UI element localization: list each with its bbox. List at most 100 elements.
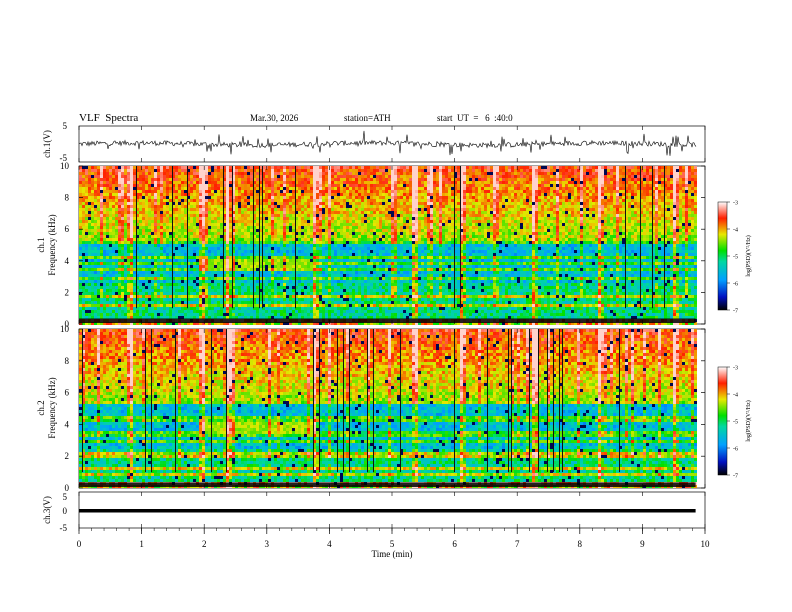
- spectrogram-cell: [280, 175, 283, 178]
- spectrogram-cell: [277, 304, 280, 307]
- spectrogram-cell: [331, 274, 334, 277]
- spectrogram-cell: [334, 241, 337, 244]
- spectrogram-cell: [274, 259, 277, 262]
- spectrogram-cell: [319, 235, 322, 238]
- spectrogram-cell: [220, 298, 223, 301]
- spectrogram-cell: [154, 301, 157, 304]
- spectrogram-cell: [334, 316, 337, 319]
- spectrogram-cell: [172, 271, 175, 274]
- spectrogram-cell: [262, 301, 265, 304]
- spectrogram-cell: [196, 295, 199, 298]
- spectrogram-cell: [322, 220, 325, 223]
- spectrogram-cell: [118, 268, 121, 271]
- spectrogram-cell: [145, 304, 148, 307]
- spectrogram-cell: [253, 271, 256, 274]
- spectrogram-cell: [352, 289, 355, 292]
- spectrogram-cell: [256, 304, 259, 307]
- spectrogram-cell: [79, 169, 82, 172]
- spectrogram-cell: [226, 214, 229, 217]
- spectrogram-cell: [178, 235, 181, 238]
- spectrogram-cell: [124, 190, 127, 193]
- spectrogram-cell: [88, 232, 91, 235]
- spectrogram-cell: [178, 286, 181, 289]
- spectrogram-cell: [130, 262, 133, 265]
- spectrogram-cell: [259, 268, 262, 271]
- spectrogram-cell: [259, 301, 262, 304]
- spectrogram-cell: [82, 232, 85, 235]
- spectrogram-cell: [85, 295, 88, 298]
- spectrogram-cell: [169, 220, 172, 223]
- spectrogram-cell: [358, 175, 361, 178]
- spectrogram-cell: [88, 298, 91, 301]
- spectrogram-cell: [331, 211, 334, 214]
- spectrogram-cell: [298, 184, 301, 187]
- spectrogram-cell: [283, 202, 286, 205]
- spectrogram-cell: [145, 196, 148, 199]
- spectrogram-cell: [100, 316, 103, 319]
- spectrogram-cell: [163, 316, 166, 319]
- spectrogram-cell: [112, 220, 115, 223]
- spectrogram-cell: [253, 181, 256, 184]
- spectrogram-cell: [238, 316, 241, 319]
- spectrogram-cell: [193, 277, 196, 280]
- spectrogram-cell: [151, 259, 154, 262]
- spectrogram-cell: [358, 232, 361, 235]
- spectrogram-cell: [112, 247, 115, 250]
- spectrogram-cell: [337, 256, 340, 259]
- spectrogram-cell: [106, 310, 109, 313]
- spectrogram-cell: [214, 262, 217, 265]
- spectrogram-cell: [109, 274, 112, 277]
- spectrogram-cell: [340, 199, 343, 202]
- spectrogram-cell: [304, 289, 307, 292]
- spectrogram-cell: [310, 280, 313, 283]
- spectrogram-cell: [136, 235, 139, 238]
- spectrogram-cell: [244, 250, 247, 253]
- spectrogram-cell: [307, 187, 310, 190]
- spectrogram-cell: [283, 316, 286, 319]
- spectrogram-cell: [280, 277, 283, 280]
- spectrogram-cell: [118, 316, 121, 319]
- spectrogram-cell: [106, 250, 109, 253]
- spectrogram-cell: [265, 307, 268, 310]
- spectrogram-cell: [196, 256, 199, 259]
- spectrogram-cell: [247, 190, 250, 193]
- spectrogram-cell: [301, 295, 304, 298]
- spectrogram-cell: [214, 211, 217, 214]
- spectrogram-cell: [172, 202, 175, 205]
- spectrogram-cell: [109, 199, 112, 202]
- spectrogram-cell: [121, 166, 124, 169]
- spectrogram-cell: [106, 223, 109, 226]
- spectrogram-cell: [199, 241, 202, 244]
- spectrogram-cell: [349, 274, 352, 277]
- spectrogram-cell: [244, 256, 247, 259]
- spectrogram-cell: [238, 307, 241, 310]
- spectrogram-cell: [145, 214, 148, 217]
- spectrogram-cell: [313, 247, 316, 250]
- spectrogram-cell: [340, 235, 343, 238]
- spectrogram-cell: [130, 313, 133, 316]
- spectrogram-cell: [103, 211, 106, 214]
- spectrogram-cell: [343, 193, 346, 196]
- spectrogram-cell: [301, 307, 304, 310]
- spectrogram-cell: [241, 193, 244, 196]
- spectrogram-cell: [157, 208, 160, 211]
- spectrogram-cell: [181, 256, 184, 259]
- spectrogram-cell: [187, 286, 190, 289]
- spectrogram-cell: [94, 229, 97, 232]
- spectrogram-cell: [325, 316, 328, 319]
- spectrogram-cell: [205, 289, 208, 292]
- spectrogram-cell: [127, 223, 130, 226]
- spectrogram-cell: [190, 214, 193, 217]
- spectrogram-cell: [349, 289, 352, 292]
- spectrogram-cell: [331, 196, 334, 199]
- spectrogram-cell: [112, 196, 115, 199]
- spectrogram-cell: [307, 196, 310, 199]
- spectrogram-cell: [235, 241, 238, 244]
- spectrogram-cell: [301, 214, 304, 217]
- spectrogram-cell: [175, 220, 178, 223]
- spectrogram-cell: [301, 268, 304, 271]
- spectrogram-cell: [193, 169, 196, 172]
- spectrogram-cell: [256, 169, 259, 172]
- spectrogram-cell: [148, 307, 151, 310]
- spectrogram-cell: [136, 187, 139, 190]
